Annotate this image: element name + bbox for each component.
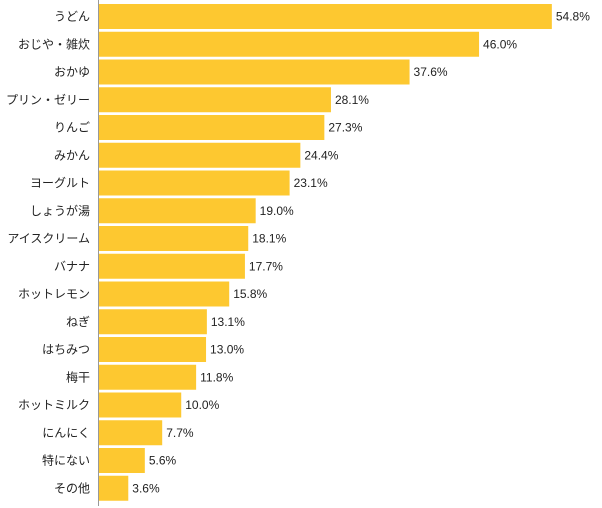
bar [98,448,145,473]
category-label: みかん [54,148,90,162]
category-label: その他 [54,481,90,495]
bar [98,364,197,390]
category-label: うどん [54,10,90,24]
value-label: 5.6% [149,454,177,468]
value-label: 13.1% [211,315,245,329]
category-label: にんにく [42,426,90,440]
value-label: 37.6% [414,65,448,79]
category-label: アイスクリーム [7,232,90,246]
bar [98,59,410,85]
category-label: しょうが湯 [30,203,90,218]
bar [98,142,301,168]
category-label: ねぎ [66,315,90,329]
category-label: ホットレモン [18,287,90,301]
bar [98,4,552,29]
value-label: 24.4% [304,148,338,162]
category-label: ヨーグルト [30,176,90,190]
value-label: 11.8% [200,370,233,384]
category-label: りんご [54,120,90,135]
category-label: 特にない [42,453,90,468]
value-label: 18.1% [252,232,286,246]
value-label: 17.7% [249,259,283,273]
bar [98,253,245,279]
value-labels-group: 54.8% 46.0% 37.6% 28.1% 27.3% 24.4% 23.1%19.0%… [132,10,590,496]
bar [98,420,163,446]
value-label: 3.6% [132,481,160,495]
bar [98,115,325,140]
value-label: 46.0% [483,37,517,51]
category-label: バナナ [54,259,90,273]
bar [98,87,331,113]
category-label: プリン・ゼリー [6,93,90,107]
bar [98,337,207,362]
bar [98,226,249,251]
value-label: 23.1% [294,176,328,190]
value-label: 13.0% [210,343,244,357]
value-label: 27.3% [328,121,362,135]
value-label: 28.1% [335,93,369,107]
category-label: おじや・雑炊 [18,36,90,51]
bars-group [98,4,552,501]
value-label: 10.0% [185,398,219,412]
bar [98,281,230,307]
category-label: おかゆ [54,65,90,79]
category-labels-group: うどんおじや・雑炊おかゆプリン・ゼリーりんごみかんヨーグルトしょうが湯アイスクリ… [6,10,90,496]
value-label: 19.0% [260,204,294,218]
value-label: 54.8% [556,10,590,24]
bar [98,475,129,501]
category-label: はちみつ [42,343,90,357]
bar [98,31,480,57]
value-label: 7.7% [166,426,194,440]
category-label: 梅干 [66,369,90,384]
value-label: 15.8% [233,287,267,301]
category-label: ホットミルク [18,398,90,412]
bar [98,392,182,418]
bar [98,309,207,335]
bar [98,198,256,224]
bar [98,170,290,196]
